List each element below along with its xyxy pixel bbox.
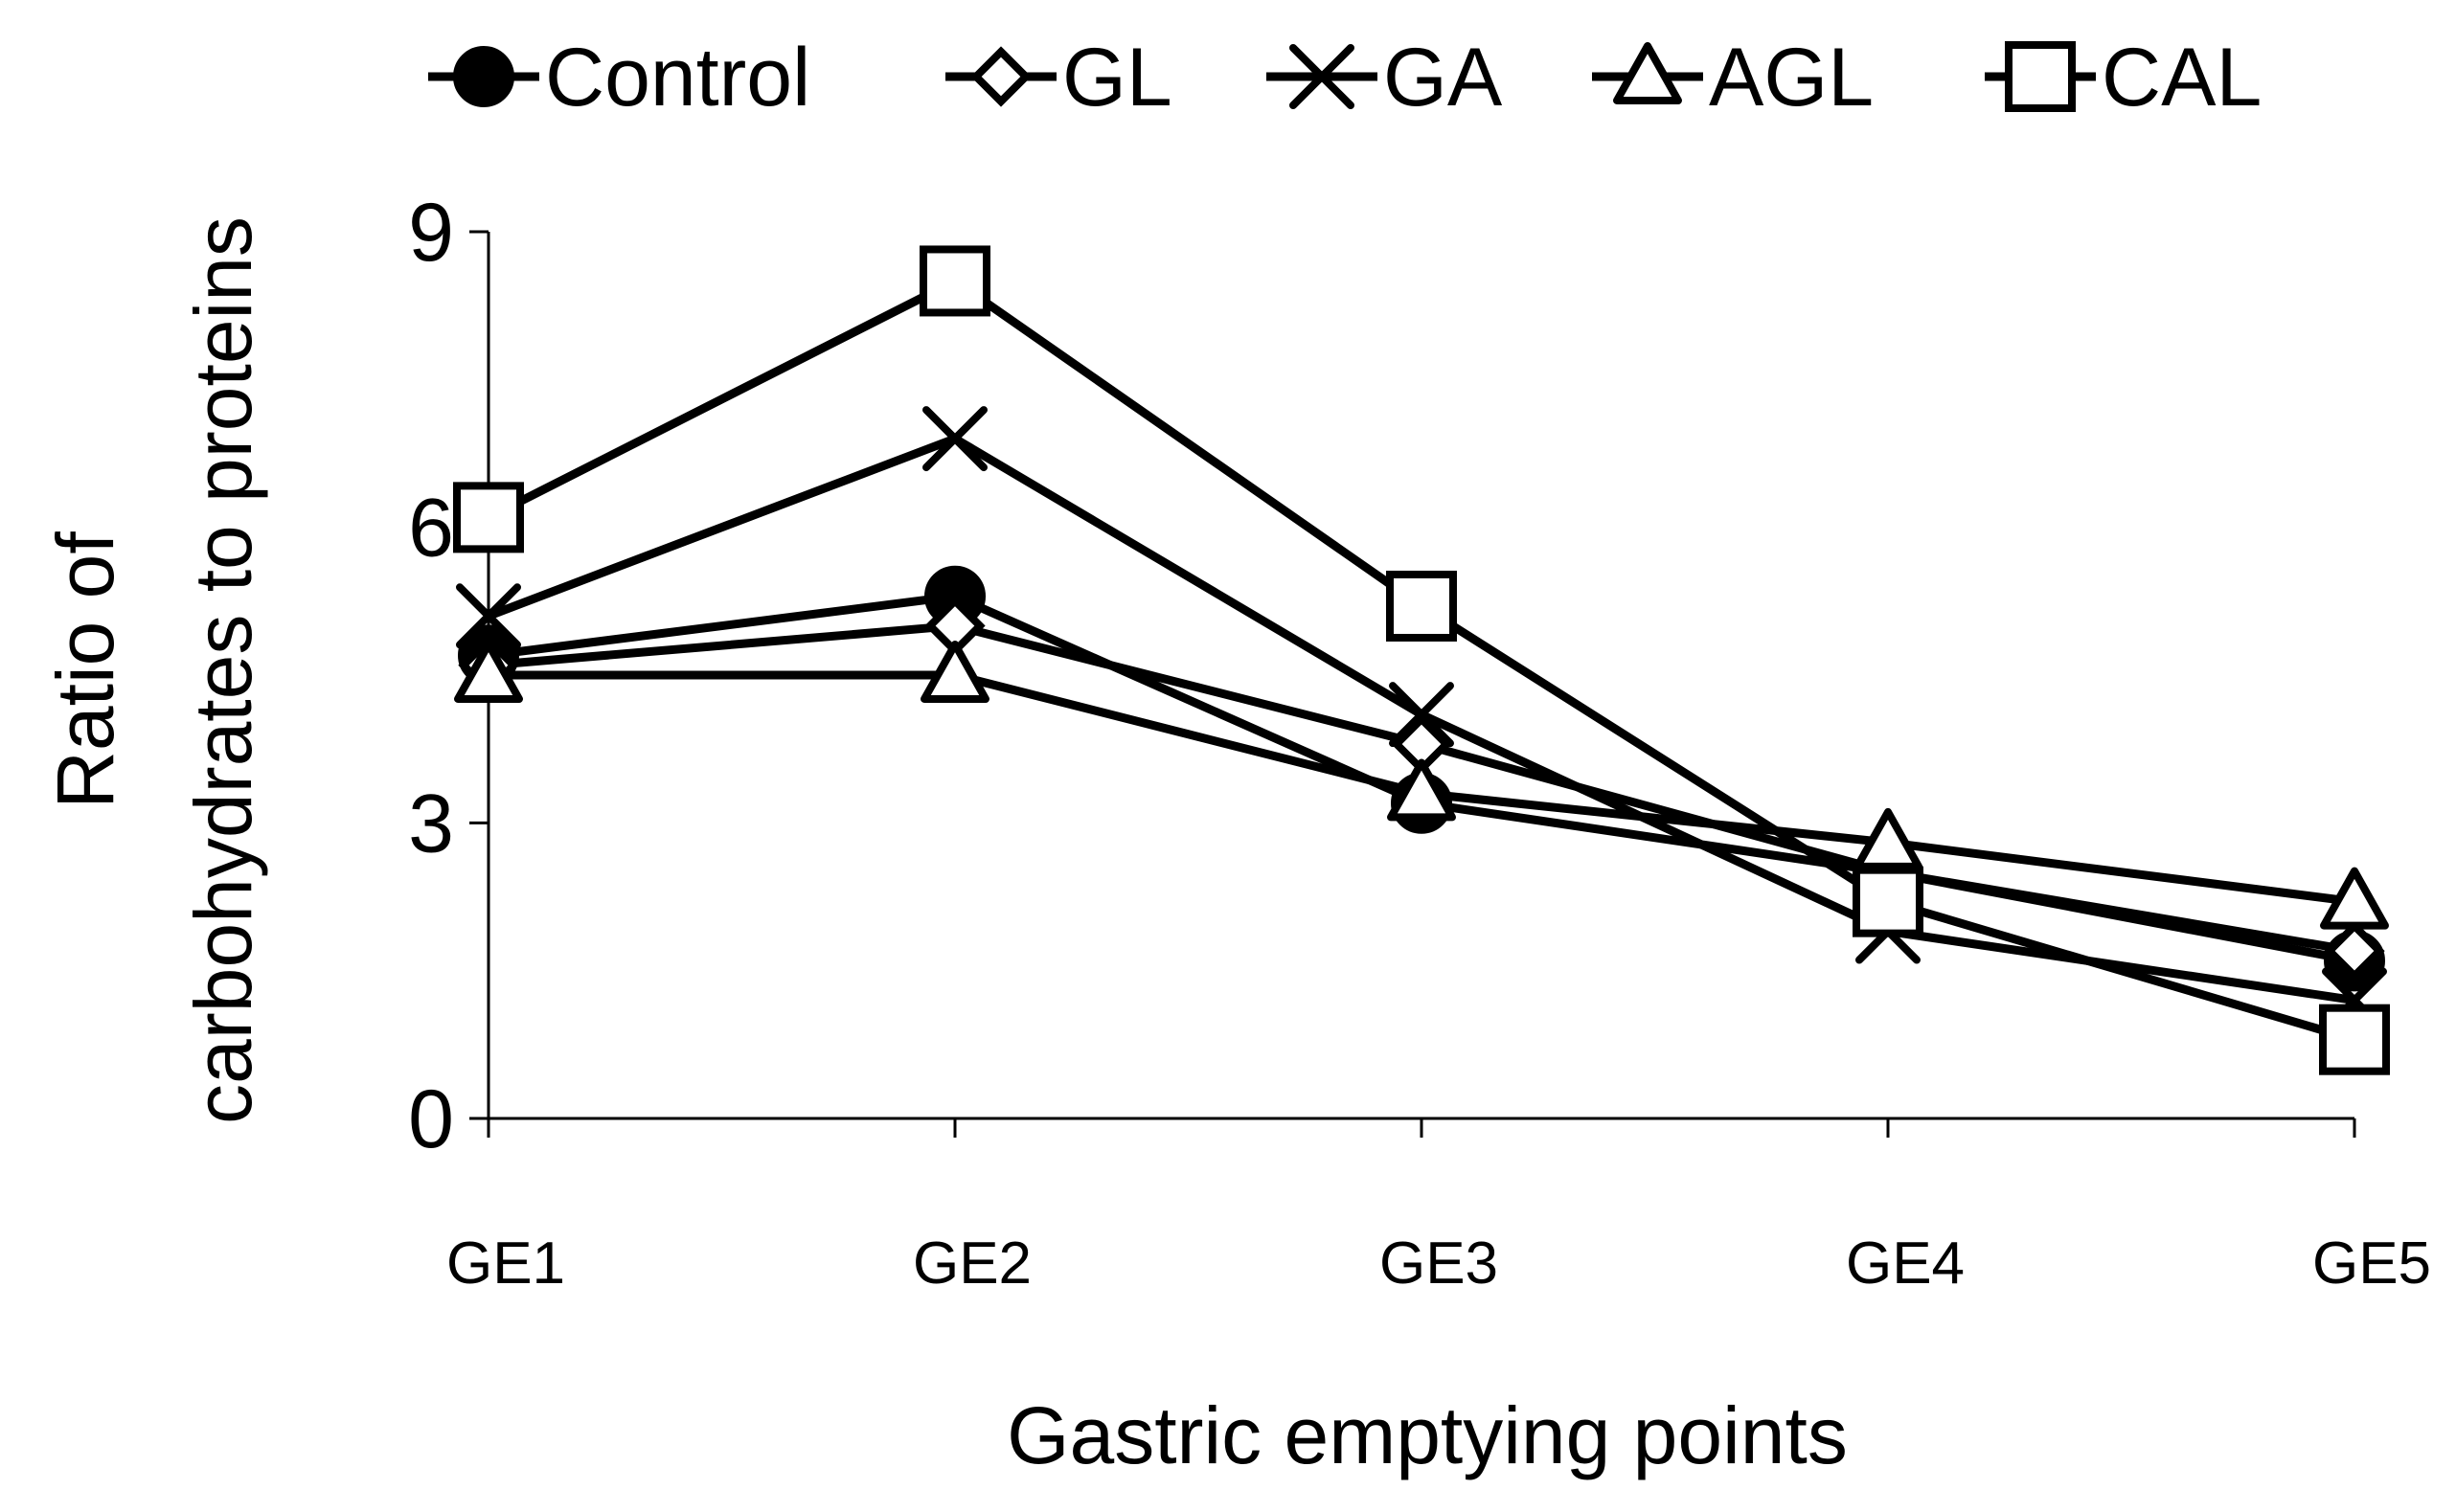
point-agl-ge5 — [2320, 867, 2389, 930]
legend-marker-gl — [970, 46, 1032, 107]
x-tick-label: GE4 — [1846, 1230, 1965, 1297]
legend-label: Control — [545, 32, 810, 124]
legend-entry-ga: GA — [1266, 32, 1503, 124]
y-axis-title-line-2: carbohydrates to proteins — [178, 216, 268, 1124]
point-agl-ge1 — [454, 641, 523, 703]
point-gl-ge5 — [2324, 920, 2385, 982]
x-tick-label: GE3 — [1379, 1230, 1498, 1297]
legend-label: CAL — [2102, 32, 2262, 124]
legend-marker-agl — [1613, 42, 1682, 104]
legend-label: GA — [1383, 32, 1503, 124]
legend-entry-control: Control — [428, 32, 810, 124]
legend-label: GL — [1062, 32, 1172, 124]
legend-marker-ga — [1289, 44, 1354, 109]
x-ticks: GE1 GE2 GE3 GE4 GE5 — [446, 1118, 2431, 1297]
legend-marker-cal — [2005, 41, 2076, 112]
point-cal-ge5 — [2319, 1004, 2390, 1075]
x-tick-label: GE1 — [446, 1230, 565, 1297]
x-tick-label: GE5 — [2312, 1230, 2431, 1297]
y-tick-label: 0 — [408, 1073, 454, 1165]
point-cal-ge1 — [453, 482, 524, 553]
legend-label: AGL — [1709, 32, 1874, 124]
x-tick-label: GE2 — [913, 1230, 1032, 1297]
point-ga-ge1 — [456, 583, 521, 649]
y-axis-title-line-1: Ratio of — [40, 531, 130, 809]
point-cal-ge3 — [1386, 570, 1457, 642]
series-markers — [453, 245, 2390, 1075]
y-tick-label: 6 — [408, 483, 454, 575]
point-ga-ge3 — [1389, 682, 1454, 748]
legend-entry-cal: CAL — [1985, 32, 2262, 124]
y-ticks: 0 3 6 9 — [408, 187, 489, 1165]
y-tick-label: 9 — [408, 187, 454, 279]
point-agl-ge2 — [921, 641, 989, 703]
x-axis-title: Gastric emptying points — [1007, 1390, 1848, 1480]
legend-entry-agl: AGL — [1592, 32, 1874, 124]
point-ga-ge2 — [922, 406, 988, 472]
y-tick-label: 3 — [408, 778, 454, 869]
series-line-cal — [486, 276, 2356, 1045]
point-cal-ge2 — [920, 245, 990, 317]
legend: Control GL GA AGL CAL — [428, 32, 2262, 124]
point-cal-ge4 — [1853, 866, 1923, 937]
legend-entry-gl: GL — [945, 32, 1172, 124]
series-lines — [486, 276, 2356, 1045]
legend-marker-control — [453, 46, 514, 107]
point-agl-ge3 — [1387, 758, 1456, 822]
